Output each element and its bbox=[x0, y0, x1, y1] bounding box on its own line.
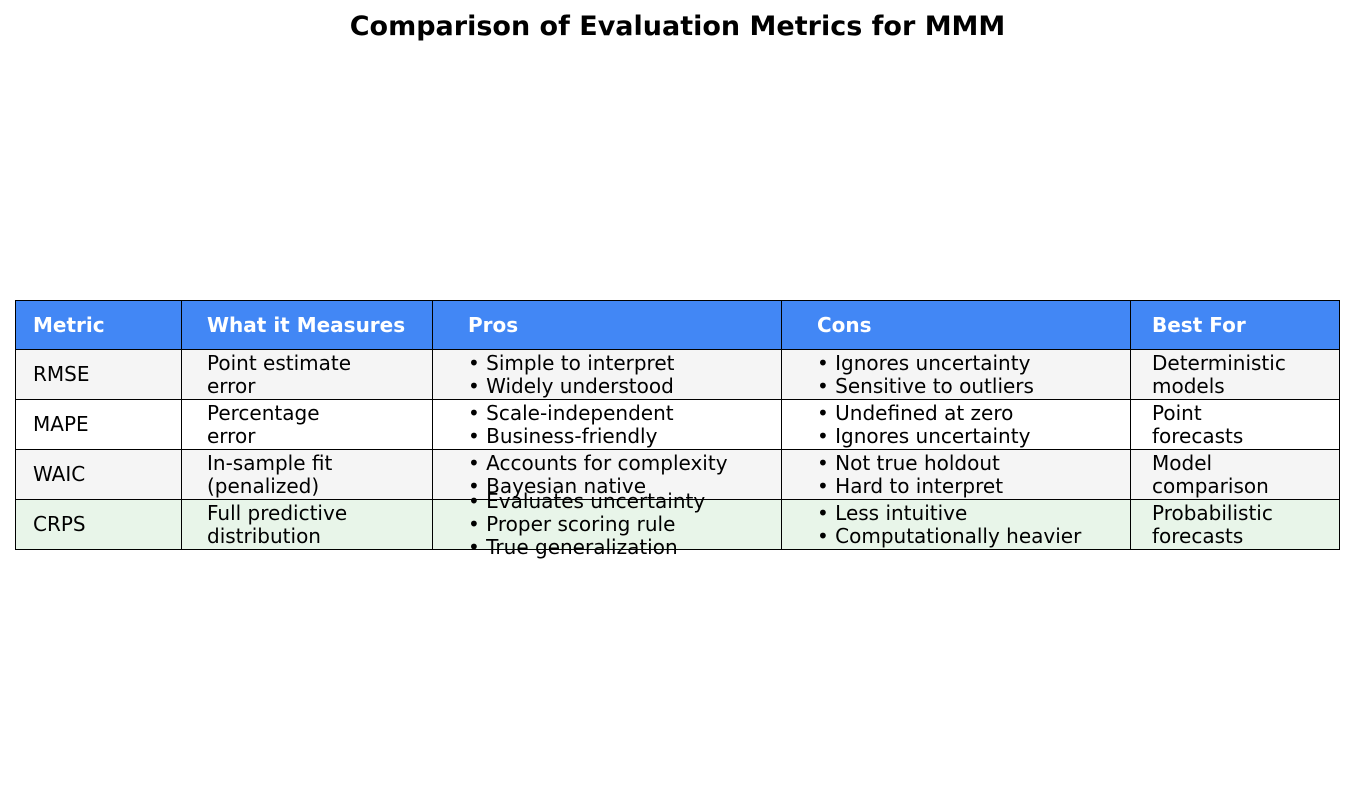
cell-text: Model comparison bbox=[1152, 450, 1269, 498]
cell-metric-row-1: RMSE bbox=[15, 350, 182, 400]
cell-text: Point estimate error bbox=[207, 350, 352, 398]
cell-cons-row-2: • Undefined at zero • Ignores uncertaint… bbox=[782, 400, 1131, 450]
cell-text: • Evaluates uncertainty • Proper scoring… bbox=[468, 489, 706, 559]
column-header: What it Measures bbox=[207, 312, 406, 337]
cell-best-for-row-4: Probabilistic forecasts bbox=[1131, 500, 1340, 550]
column-header: Cons bbox=[817, 312, 872, 337]
cell-text: Full predictive distribution bbox=[207, 500, 348, 548]
cell-cons-row-4: • Less intuitive • Computationally heavi… bbox=[782, 500, 1131, 550]
cell-what-it-measures-row-4: Full predictive distribution bbox=[182, 500, 433, 550]
header-cell-metric: Metric bbox=[15, 300, 182, 350]
column-header: Metric bbox=[33, 312, 105, 337]
cell-what-it-measures-row-1: Point estimate error bbox=[182, 350, 433, 400]
cell-text: CRPS bbox=[33, 512, 86, 536]
cell-pros-row-2: • Scale-independent • Business-friendly bbox=[433, 400, 782, 450]
cell-metric-row-4: CRPS bbox=[15, 500, 182, 550]
cell-pros-row-4: • Evaluates uncertainty • Proper scoring… bbox=[433, 490, 782, 559]
header-cell-best-for: Best For bbox=[1131, 300, 1340, 350]
cell-what-it-measures-row-3: In-sample fit (penalized) bbox=[182, 450, 433, 500]
cell-text: MAPE bbox=[33, 412, 89, 436]
cell-metric-row-3: WAIC bbox=[15, 450, 182, 500]
cell-text: In-sample fit (penalized) bbox=[207, 450, 333, 498]
header-cell-what-it-measures: What it Measures bbox=[182, 300, 433, 350]
cell-text: Deterministic models bbox=[1152, 350, 1286, 398]
cell-best-for-row-2: Point forecasts bbox=[1131, 400, 1340, 450]
metrics-table: Metric What it Measures Pros Cons Best For RM… bbox=[15, 300, 1340, 559]
cell-what-it-measures-row-2: Percentage error bbox=[182, 400, 433, 450]
cell-text: • Not true holdout • Hard to interpret bbox=[817, 450, 1004, 498]
cell-text: • Scale-independent • Business-friendly bbox=[468, 400, 674, 448]
cell-text: • Ignores uncertainty • Sensitive to out… bbox=[817, 350, 1034, 398]
column-header: Pros bbox=[468, 312, 519, 337]
cell-text: • Less intuitive • Computationally heavi… bbox=[817, 500, 1082, 548]
cell-cons-row-1: • Ignores uncertainty • Sensitive to out… bbox=[782, 350, 1131, 400]
cell-text: Percentage error bbox=[207, 400, 320, 448]
cell-pros-row-1: • Simple to interpret • Widely understoo… bbox=[433, 350, 782, 400]
column-header: Best For bbox=[1152, 312, 1246, 337]
cell-text: • Undefined at zero • Ignores uncertaint… bbox=[817, 400, 1031, 448]
header-cell-cons: Cons bbox=[782, 300, 1131, 350]
cell-text: Point forecasts bbox=[1152, 400, 1244, 448]
chart-title: Comparison of Evaluation Metrics for MMM bbox=[349, 11, 1006, 42]
header-cell-pros: Pros bbox=[433, 300, 782, 350]
cell-text: RMSE bbox=[33, 362, 90, 386]
cell-cons-row-3: • Not true holdout • Hard to interpret bbox=[782, 450, 1131, 500]
cell-pros-row-3: • Accounts for complexity • Bayesian nat… bbox=[433, 450, 782, 500]
cell-text: • Simple to interpret • Widely understoo… bbox=[468, 350, 675, 398]
cell-best-for-row-1: Deterministic models bbox=[1131, 350, 1340, 400]
cell-text: • Accounts for complexity • Bayesian nat… bbox=[468, 450, 728, 498]
cell-text: Probabilistic forecasts bbox=[1152, 500, 1273, 548]
cell-best-for-row-3: Model comparison bbox=[1131, 450, 1340, 500]
cell-text: WAIC bbox=[33, 462, 86, 486]
cell-metric-row-2: MAPE bbox=[15, 400, 182, 450]
